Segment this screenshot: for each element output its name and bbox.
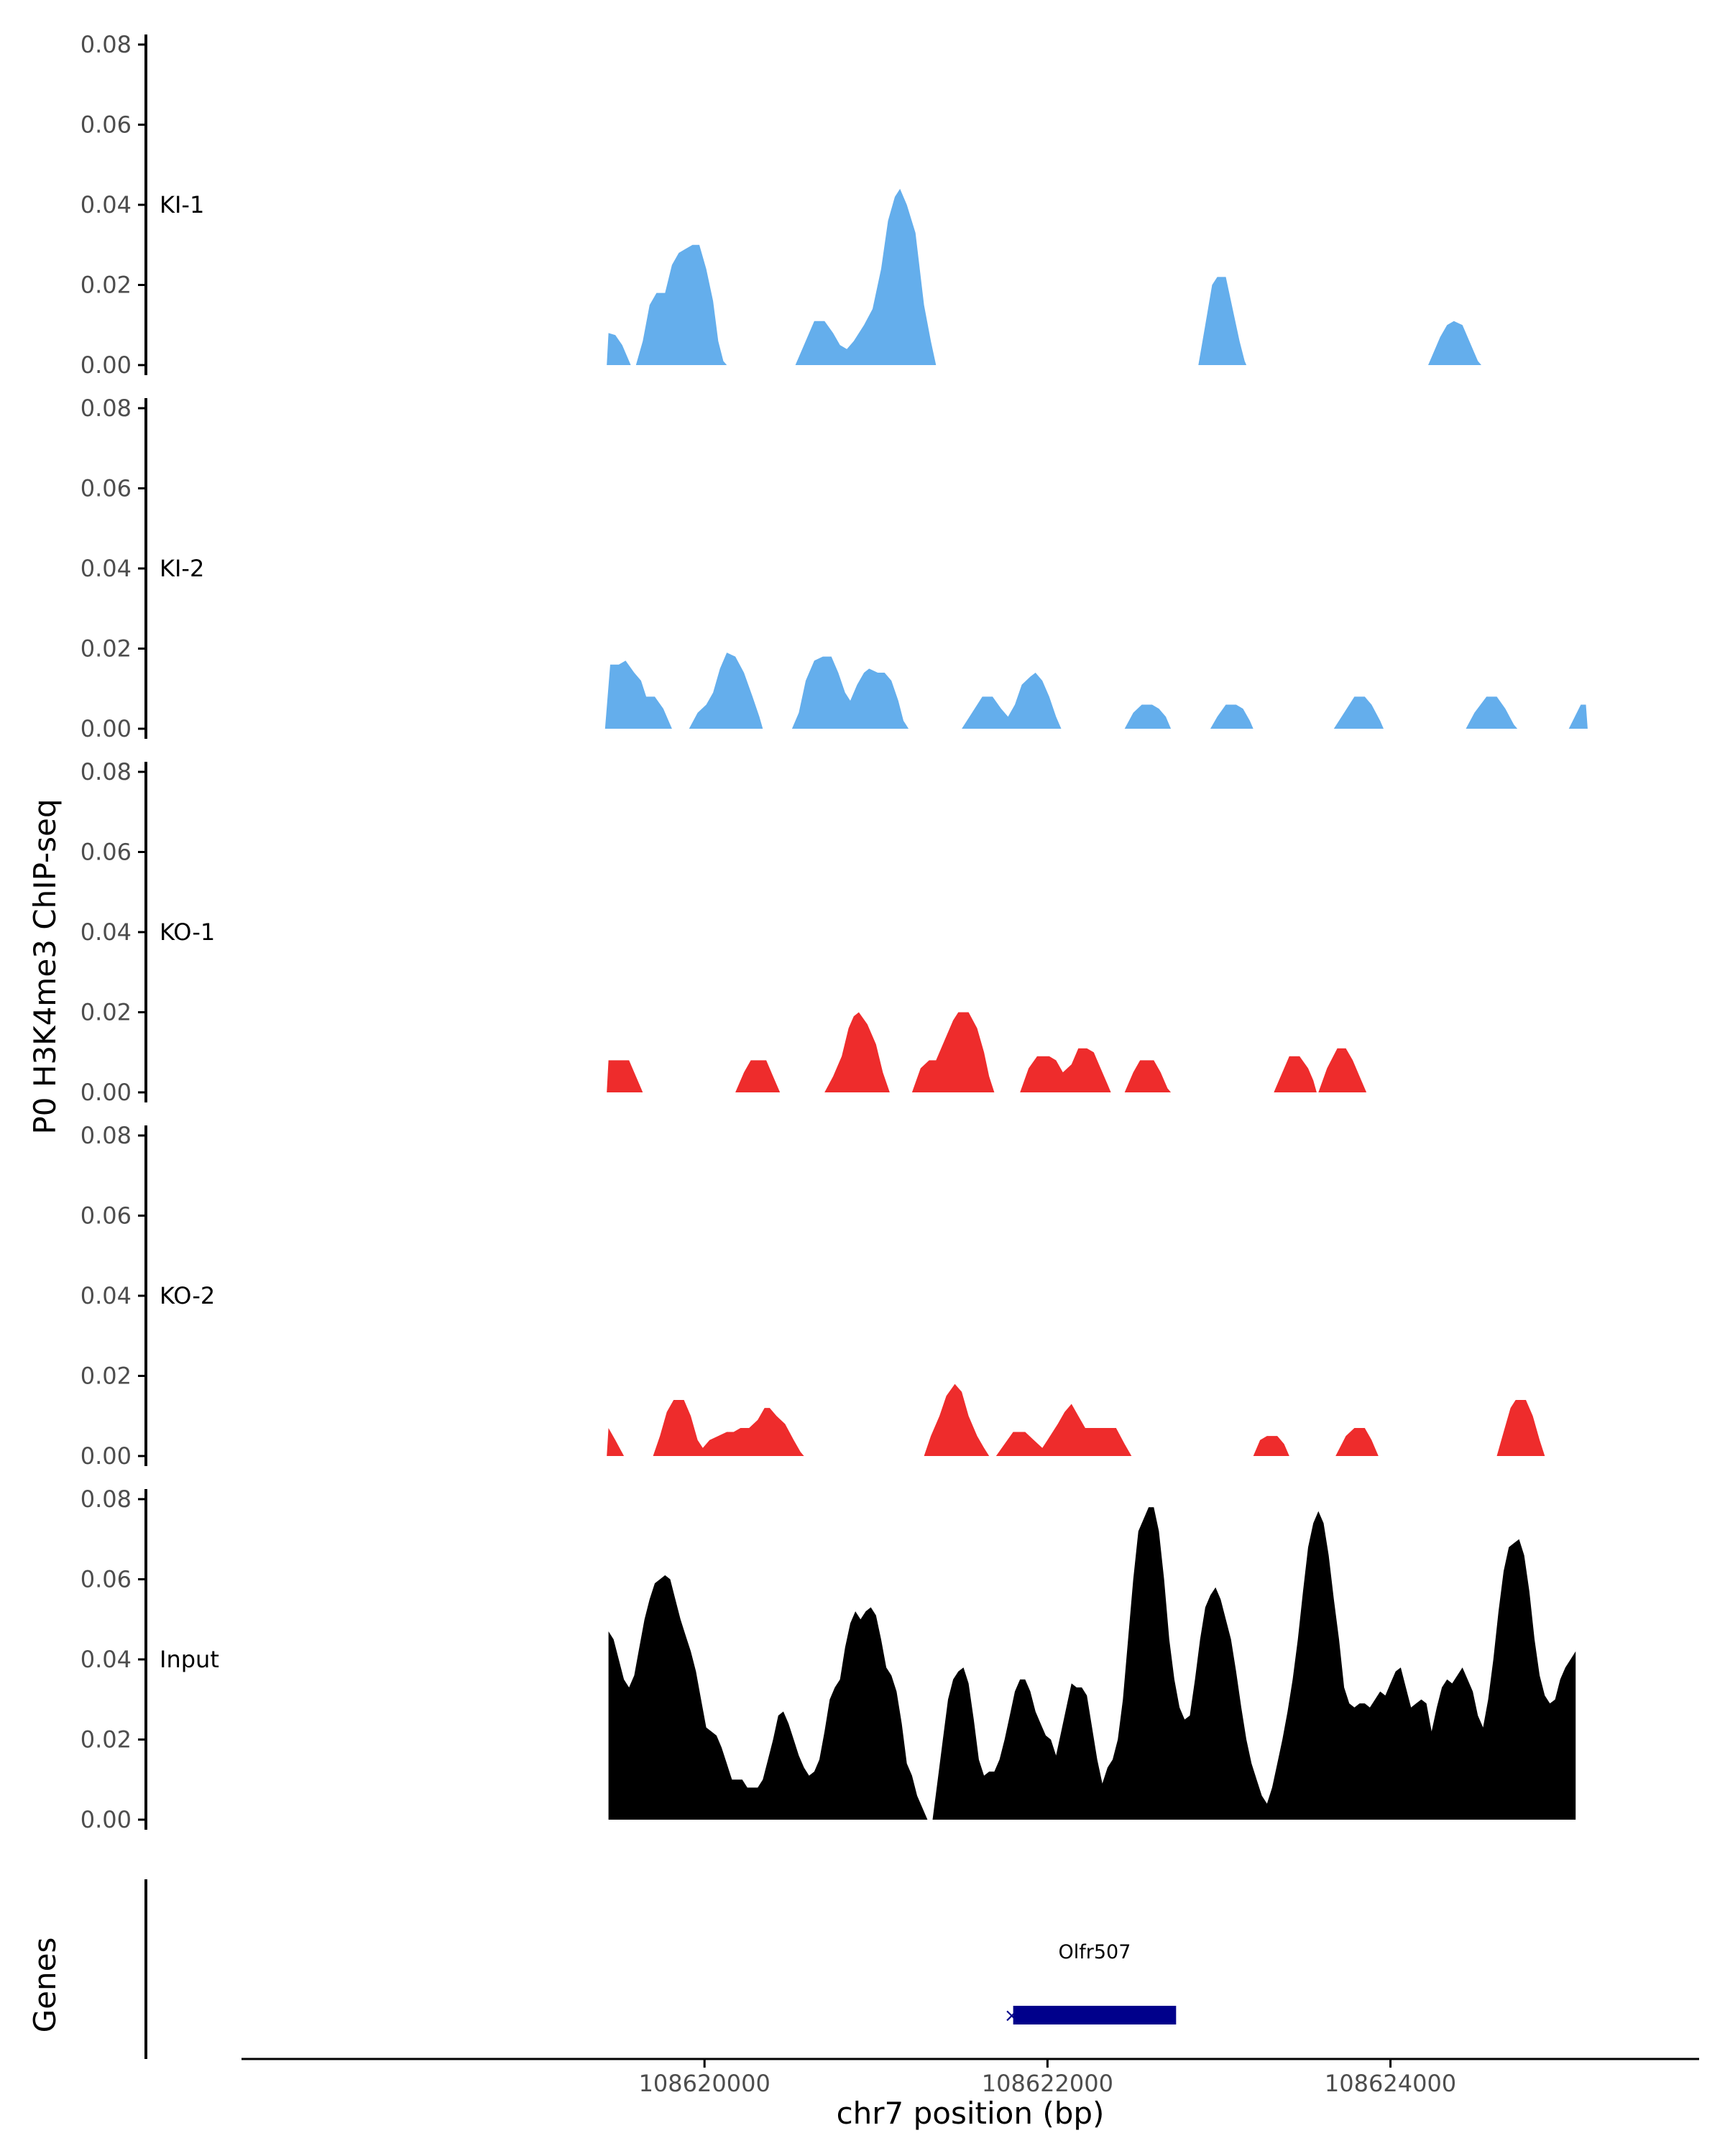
y-tick-label-ko-2-2: 0.04: [80, 1282, 132, 1309]
track-label-ki-2: KI-2: [160, 555, 204, 582]
signal-ko-1-segment-3: [911, 1012, 995, 1092]
track-ko-1: 0.00 0.02 0.04 0.06 0.08 KO-1: [80, 758, 1367, 1106]
signal-ko-2-segment-2: [924, 1383, 990, 1456]
signal-ko-1-segment-4: [1020, 1048, 1111, 1092]
signal-ko-1-segment-0: [607, 1060, 643, 1092]
signal-ki-2-segment-5: [1210, 704, 1254, 729]
signal-ko-1-segment-6: [1274, 1056, 1317, 1092]
y-tick-label-ki-2-0: 0.00: [80, 715, 132, 742]
y-tick-label-ki-1-0: 0.00: [80, 351, 132, 379]
signal-ki-2-segment-2: [791, 656, 909, 729]
signal-ki-1-segment-4: [1428, 321, 1481, 365]
track-label-ko-2: KO-2: [160, 1282, 215, 1309]
signal-ko-2-segment-4: [1253, 1436, 1289, 1456]
signal-ki-2-segment-6: [1333, 696, 1384, 729]
genes-axis-title: Genes: [27, 1938, 63, 2033]
y-tick-label-ki-1-4: 0.08: [80, 31, 132, 58]
track-label-ki-1: KI-1: [160, 191, 204, 218]
track-ko-2: 0.00 0.02 0.04 0.06 0.08 KO-2: [80, 1122, 1545, 1470]
gene-strand-marker: ×: [1004, 2005, 1020, 2027]
x-tick-label-1: 108622000: [982, 2070, 1113, 2097]
x-tick-label-0: 108620000: [639, 2070, 770, 2097]
y-tick-label-ko-1-3: 0.06: [80, 839, 132, 866]
gene-body-olfr507: [1013, 2006, 1177, 2024]
signal-ki-1-segment-3: [1198, 277, 1247, 365]
y-tick-label-ko-2-3: 0.06: [80, 1202, 132, 1230]
x-tick-label-2: 108624000: [1325, 2070, 1456, 2097]
y-tick-label-input-3: 0.06: [80, 1566, 132, 1593]
signal-ki-1-segment-0: [607, 333, 631, 365]
y-tick-label-ko-1-0: 0.00: [80, 1079, 132, 1106]
signal-ki-2-segment-0: [604, 660, 672, 729]
y-tick-label-ko-2-4: 0.08: [80, 1122, 132, 1149]
signal-input-segment-1: [932, 1507, 1576, 1820]
gene-label-olfr507: Olfr507: [1059, 1941, 1131, 1963]
x-axis-title: chr7 position (bp): [837, 2096, 1105, 2131]
y-tick-label-input-2: 0.04: [80, 1646, 132, 1673]
y-tick-label-ki-2-4: 0.08: [80, 395, 132, 422]
signal-ki-2-segment-8: [1568, 704, 1588, 729]
signal-ko-2-segment-3: [995, 1404, 1132, 1456]
track-label-ko-1: KO-1: [160, 918, 215, 946]
y-tick-label-ki-1-1: 0.02: [80, 272, 132, 299]
y-tick-label-input-1: 0.02: [80, 1726, 132, 1754]
signal-ki-1-segment-2: [795, 188, 937, 365]
signal-ko-1-segment-5: [1124, 1060, 1172, 1092]
y-tick-label-input-0: 0.00: [80, 1806, 132, 1833]
signal-ki-2-segment-3: [962, 673, 1062, 729]
y-tick-label-input-4: 0.08: [80, 1485, 132, 1513]
signal-ko-2-segment-0: [607, 1428, 625, 1456]
signal-ki-2-segment-1: [689, 653, 763, 729]
signal-ko-2-segment-1: [653, 1400, 804, 1456]
y-tick-label-ko-1-1: 0.02: [80, 999, 132, 1026]
y-tick-label-ko-2-0: 0.00: [80, 1442, 132, 1470]
y-tick-label-ki-1-3: 0.06: [80, 111, 132, 139]
y-axis-title: P0 H3K4me3 ChIP-seq: [27, 798, 63, 1134]
signal-ko-2-segment-6: [1496, 1400, 1545, 1456]
signal-ki-2-segment-4: [1124, 704, 1172, 729]
y-tick-label-ko-2-1: 0.02: [80, 1363, 132, 1390]
signal-ki-2-segment-7: [1466, 696, 1518, 729]
signal-input-segment-0: [608, 1575, 928, 1820]
signal-ko-2-segment-5: [1335, 1428, 1379, 1456]
y-tick-label-ko-1-4: 0.08: [80, 758, 132, 786]
track-ki-1: 0.00 0.02 0.04 0.06 0.08 KI-1: [80, 31, 1481, 379]
track-ki-2: 0.00 0.02 0.04 0.06 0.08 KI-2: [80, 395, 1588, 742]
track-label-input: Input: [160, 1646, 219, 1673]
signal-ko-1-segment-7: [1318, 1048, 1367, 1092]
y-tick-label-ki-2-1: 0.02: [80, 635, 132, 663]
chip-seq-tracks: 0.00 0.02 0.04 0.06 0.08 KI-1 0.00 0.02 0.04 0.06…: [80, 31, 1588, 1833]
y-tick-label-ko-1-2: 0.04: [80, 918, 132, 946]
signal-ko-1-segment-2: [824, 1012, 890, 1092]
y-tick-label-ki-2-3: 0.06: [80, 475, 132, 502]
signal-ko-1-segment-1: [735, 1060, 781, 1092]
signal-ki-1-segment-1: [635, 244, 727, 365]
genes-panel: Olfr507 ×: [144, 1879, 1177, 2059]
y-tick-label-ki-2-2: 0.04: [80, 555, 132, 582]
track-input: 0.00 0.02 0.04 0.06 0.08 Input: [80, 1485, 1576, 1833]
y-tick-label-ki-1-2: 0.04: [80, 191, 132, 218]
x-axis: 108620000 108622000 108624000: [242, 2058, 1699, 2097]
